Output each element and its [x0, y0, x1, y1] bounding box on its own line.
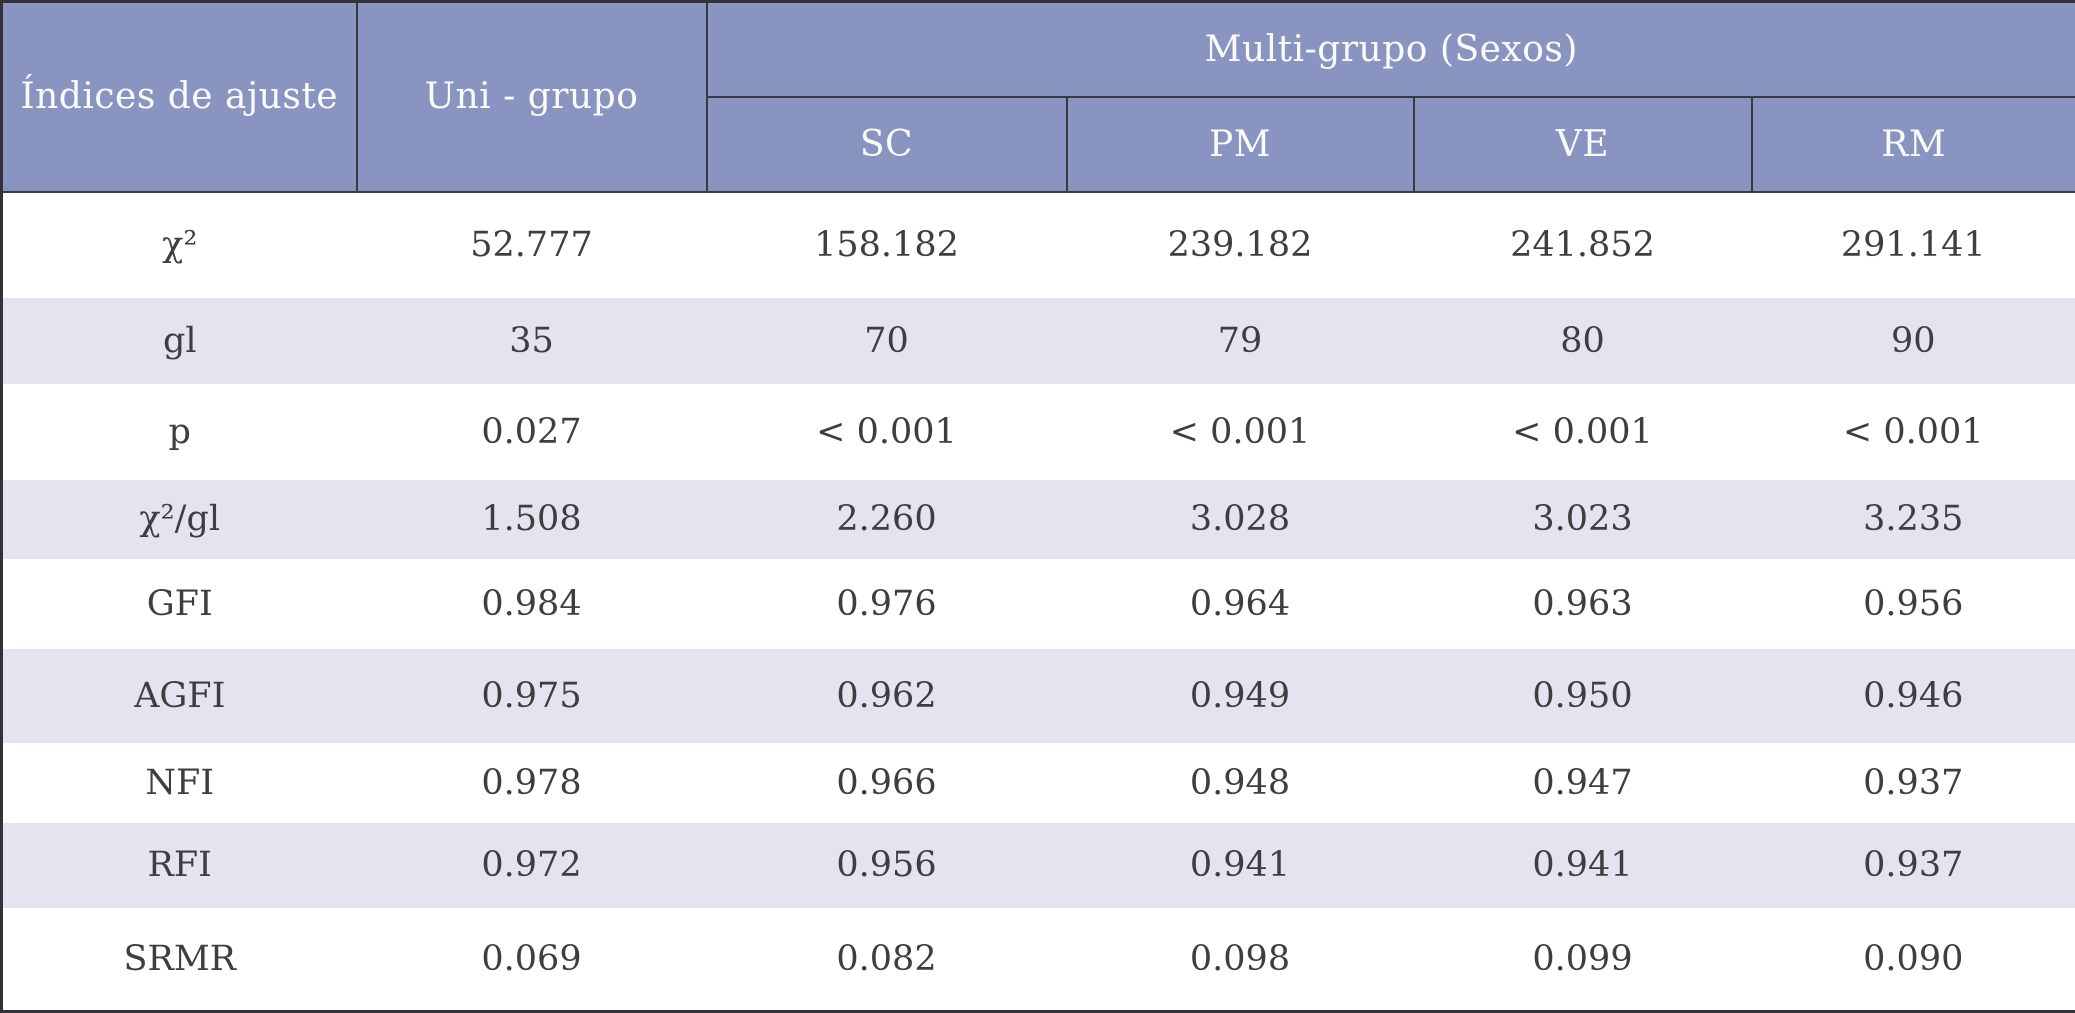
- row-label: χ²/gl: [1, 479, 357, 559]
- data-cell: 70: [706, 297, 1067, 385]
- data-cell: 3.028: [1066, 479, 1414, 559]
- data-cell: 0.937: [1751, 743, 2075, 823]
- data-cell: 0.082: [706, 908, 1067, 1012]
- data-cell: 0.984: [356, 558, 707, 650]
- data-cell: 241.852: [1413, 191, 1752, 298]
- table-row-nfi: NFI 0.978 0.966 0.948 0.947 0.937: [1, 743, 2075, 823]
- data-cell: 239.182: [1066, 191, 1414, 298]
- data-cell: 0.090: [1751, 908, 2075, 1012]
- data-cell: 0.099: [1413, 908, 1752, 1012]
- data-cell: 0.098: [1066, 908, 1414, 1012]
- row-label: RFI: [1, 822, 357, 909]
- data-cell: 0.963: [1413, 558, 1752, 650]
- data-cell: 0.976: [706, 558, 1067, 650]
- header-cell-pm: PM: [1066, 96, 1415, 193]
- row-label: SRMR: [1, 908, 357, 1012]
- data-cell: < 0.001: [1751, 384, 2075, 480]
- header-cell-uni-grupo: Uni - grupo: [356, 1, 708, 193]
- data-cell: 0.949: [1066, 649, 1414, 744]
- data-cell: 0.941: [1066, 822, 1414, 909]
- data-cell: < 0.001: [706, 384, 1067, 480]
- data-cell: 2.260: [706, 479, 1067, 559]
- table-row-p: p 0.027 < 0.001 < 0.001 < 0.001 < 0.001: [1, 384, 2075, 480]
- row-label: NFI: [1, 743, 357, 823]
- table-row-gl: gl 35 70 79 80 90: [1, 297, 2075, 385]
- data-cell: 1.508: [356, 479, 707, 559]
- data-cell: 0.956: [706, 822, 1067, 909]
- row-label: GFI: [1, 558, 357, 650]
- data-cell: 0.948: [1066, 743, 1414, 823]
- data-cell: 52.777: [356, 191, 707, 298]
- data-cell: 0.964: [1066, 558, 1414, 650]
- data-cell: 0.975: [356, 649, 707, 744]
- data-cell: 0.950: [1413, 649, 1752, 744]
- header-cell-multi-grupo-sexos: Multi-grupo (Sexos): [706, 1, 2075, 98]
- data-cell: 0.937: [1751, 822, 2075, 909]
- header-cell-ve: VE: [1413, 96, 1753, 193]
- data-cell: 90: [1751, 297, 2075, 385]
- data-cell: 0.946: [1751, 649, 2075, 744]
- table-body: χ² 52.777 158.182 239.182 241.852 291.14…: [1, 191, 2075, 1012]
- data-cell: 0.962: [706, 649, 1067, 744]
- data-cell: 158.182: [706, 191, 1067, 298]
- header-cell-sc: SC: [706, 96, 1068, 193]
- data-cell: < 0.001: [1066, 384, 1414, 480]
- data-cell: 291.141: [1751, 191, 2075, 298]
- table-row-rfi: RFI 0.972 0.956 0.941 0.941 0.937: [1, 822, 2075, 909]
- data-cell: 0.941: [1413, 822, 1752, 909]
- data-cell: < 0.001: [1413, 384, 1752, 480]
- row-label: gl: [1, 297, 357, 385]
- table-row-gfi: GFI 0.984 0.976 0.964 0.963 0.956: [1, 558, 2075, 650]
- header-cell-indices-de-ajuste: Índices de ajuste: [1, 1, 358, 193]
- data-cell: 79: [1066, 297, 1414, 385]
- table-header: Índices de ajuste Uni - grupo Multi-grup…: [1, 1, 2075, 193]
- data-cell: 3.235: [1751, 479, 2075, 559]
- table-row-chi2: χ² 52.777 158.182 239.182 241.852 291.14…: [1, 191, 2075, 298]
- data-cell: 3.023: [1413, 479, 1752, 559]
- table-row-srmr: SRMR 0.069 0.082 0.098 0.099 0.090: [1, 908, 2075, 1012]
- table-row-chi2-gl: χ²/gl 1.508 2.260 3.028 3.023 3.235: [1, 479, 2075, 559]
- data-cell: 0.069: [356, 908, 707, 1012]
- row-label: AGFI: [1, 649, 357, 744]
- data-cell: 0.947: [1413, 743, 1752, 823]
- data-cell: 0.966: [706, 743, 1067, 823]
- row-label: χ²: [1, 191, 357, 298]
- data-cell: 0.956: [1751, 558, 2075, 650]
- data-cell: 35: [356, 297, 707, 385]
- table-row-agfi: AGFI 0.975 0.962 0.949 0.950 0.946: [1, 649, 2075, 744]
- data-cell: 0.972: [356, 822, 707, 909]
- data-cell: 80: [1413, 297, 1752, 385]
- data-cell: 0.027: [356, 384, 707, 480]
- data-cell: 0.978: [356, 743, 707, 823]
- header-cell-rm: RM: [1751, 96, 2075, 193]
- row-label: p: [1, 384, 357, 480]
